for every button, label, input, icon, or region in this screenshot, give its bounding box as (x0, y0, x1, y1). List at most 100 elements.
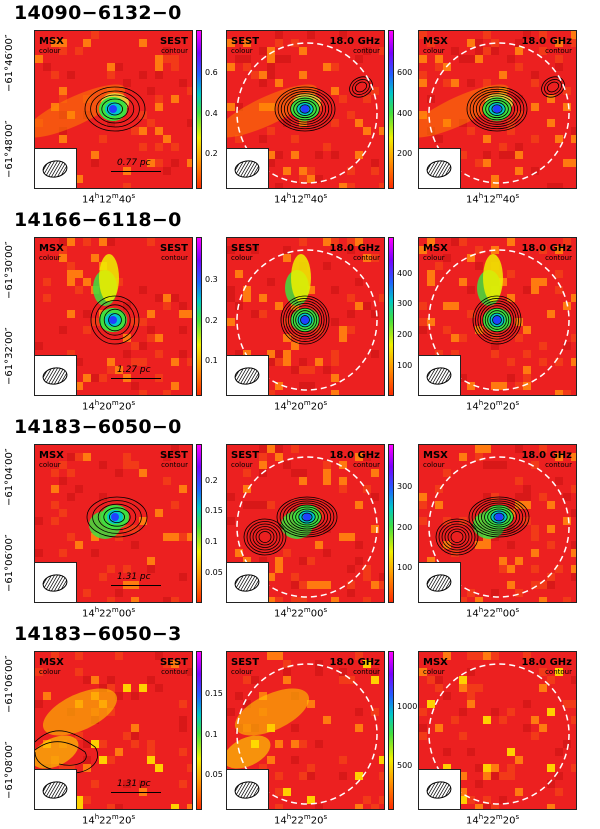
map-image (419, 238, 576, 395)
ra-axis-label: 14h22m00s (82, 606, 136, 620)
panel-label-left: MSX (39, 450, 64, 461)
map-panel: MSX colour SEST contour 1.31 pc (34, 444, 193, 603)
colorbar-tick: 400 (397, 108, 413, 118)
colorbar-tick: 0.2 (205, 315, 218, 325)
dec-axis-label: −61°04′00″ (4, 448, 15, 506)
panel-sublabel-left: colour (39, 668, 61, 676)
panel-sublabel-left: colour (39, 461, 61, 469)
scale-label: 1.31 pc (117, 572, 151, 582)
colorbar-tick: 0.3 (205, 275, 218, 285)
row-title: 14183−6050−0 (14, 416, 182, 438)
colorbar-tick: 0.1 (205, 536, 218, 546)
panel-sublabel-left: colour (39, 254, 61, 262)
ra-axis-label: 14h12m40s (274, 192, 328, 206)
colorbar-tick: 500 (397, 760, 413, 770)
scale-label: 1.27 pc (117, 365, 151, 375)
dec-axis-label: −61°48′00″ (4, 120, 15, 178)
source-name: 14183−6050−3 (14, 623, 182, 645)
panel-label-right: SEST (159, 657, 188, 668)
ra-axis-label: 14h12m40s (466, 192, 520, 206)
map-panel: SEST colour 18.0 GHz contour (226, 651, 385, 810)
colorbar-tick: 0.2 (205, 475, 218, 485)
colorbar (388, 30, 394, 189)
colorbar-tick: 0.2 (205, 148, 218, 158)
panel-label-right: 18.0 GHz (329, 243, 380, 254)
panel-sublabel-left: colour (423, 461, 445, 469)
scale-label: 0.77 pc (117, 158, 151, 168)
colorbar (196, 30, 202, 189)
panel-label-left: MSX (39, 657, 64, 668)
scale-label: 1.31 pc (117, 779, 151, 789)
beam-inset (35, 562, 77, 602)
ra-axis-label: 14h20m20s (466, 399, 520, 413)
map-panel: MSX colour SEST contour 0.77 pc (34, 30, 193, 189)
colorbar-tick: 100 (397, 360, 413, 370)
colorbar-tick: 0.15 (205, 506, 223, 516)
colorbar (388, 651, 394, 810)
map-panel: MSX colour 18.0 GHz contour (418, 651, 577, 810)
map-panel: MSX colour 18.0 GHz contour (418, 30, 577, 189)
scale-bar (111, 378, 161, 379)
dec-axis-label: −61°06′00″ (4, 534, 15, 592)
map-image (35, 652, 192, 809)
panel-label-right: 18.0 GHz (521, 657, 572, 668)
panel-sublabel-right: contour (161, 254, 188, 262)
panel-label-right: 18.0 GHz (329, 450, 380, 461)
colorbar-tick: 1000 (397, 702, 418, 712)
panel-label-left: SEST (231, 657, 260, 668)
beam-inset (227, 769, 269, 809)
colorbar-tick: 100 (397, 562, 413, 572)
panel-label-left: MSX (423, 657, 448, 668)
map-image (227, 652, 384, 809)
colorbar-tick: 0.6 (205, 68, 218, 78)
colorbar-tick: 0.1 (205, 355, 218, 365)
panel-label-left: SEST (231, 450, 260, 461)
panel-sublabel-left: colour (231, 461, 253, 469)
map-panel: MSX colour SEST contour 1.31 pc (34, 651, 193, 810)
ra-axis-label: 14h22m00s (274, 606, 328, 620)
dec-axis-label: −61°30′00″ (4, 241, 15, 299)
beam-inset (419, 562, 461, 602)
ra-axis-label: 14h20m20s (274, 399, 328, 413)
colorbar-tick: 200 (397, 329, 413, 339)
panel-sublabel-right: contour (545, 668, 572, 676)
ra-axis-label: 14h20m20s (82, 399, 136, 413)
beam-inset (227, 148, 269, 188)
map-panel: SEST colour 18.0 GHz contour (226, 237, 385, 396)
map-image (419, 31, 576, 188)
row-title: 14183−6050−3 (14, 623, 182, 645)
dec-axis-label: −61°08′00″ (4, 741, 15, 799)
beam-inset (419, 769, 461, 809)
panel-sublabel-right: contour (353, 668, 380, 676)
panel-sublabel-left: colour (423, 254, 445, 262)
beam-inset (35, 355, 77, 395)
panel-sublabel-left: colour (231, 47, 253, 55)
colorbar-tick: 0.05 (205, 567, 223, 577)
ra-axis-label: 14h22m20s (274, 813, 328, 827)
panel-label-left: MSX (39, 36, 64, 47)
ra-axis-label: 14h22m20s (82, 813, 136, 827)
scale-bar (111, 585, 161, 586)
panel-sublabel-right: contour (545, 47, 572, 55)
colorbar-tick: 600 (397, 68, 413, 78)
panel-sublabel-right: contour (545, 254, 572, 262)
panel-label-right: SEST (159, 36, 188, 47)
map-image (419, 445, 576, 602)
source-name: 14090−6132−0 (14, 2, 182, 24)
panel-label-right: SEST (159, 450, 188, 461)
colorbar-tick: 0.15 (205, 689, 223, 699)
map-image (227, 31, 384, 188)
scale-bar (111, 792, 161, 793)
beam-inset (35, 769, 77, 809)
colorbar-tick: 200 (397, 148, 413, 158)
panel-sublabel-right: contour (353, 47, 380, 55)
ra-axis-label: 14h22m00s (466, 606, 520, 620)
colorbar (196, 237, 202, 396)
beam-inset (419, 355, 461, 395)
beam-inset (227, 355, 269, 395)
colorbar-tick: 300 (397, 482, 413, 492)
map-panel: MSX colour 18.0 GHz contour (418, 444, 577, 603)
panel-sublabel-right: contour (161, 461, 188, 469)
panel-sublabel-left: colour (423, 47, 445, 55)
map-image (35, 238, 192, 395)
